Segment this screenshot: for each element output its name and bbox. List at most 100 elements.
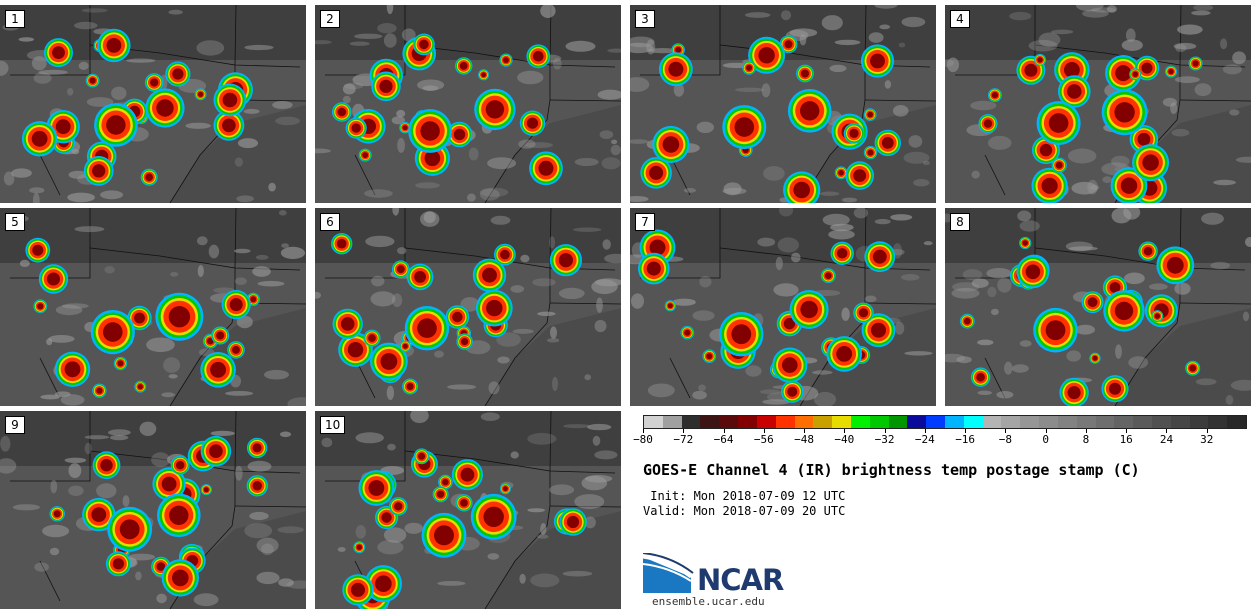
colorbar-segment xyxy=(1001,416,1021,428)
colorbar-tick-label: −72 xyxy=(673,433,694,446)
colorbar-tick-label: −16 xyxy=(955,433,976,446)
colorbar-tick xyxy=(804,429,806,433)
colorbar-segment xyxy=(1095,416,1115,428)
ir-map xyxy=(0,411,306,609)
colorbar-tick xyxy=(1045,429,1047,433)
colorbar-tick-label: 0 xyxy=(1042,433,1049,446)
valid-time: Valid: Mon 2018-07-09 20 UTC xyxy=(643,504,846,518)
colorbar-segment xyxy=(888,416,908,428)
colorbar-tick xyxy=(683,429,685,433)
colorbar-segment xyxy=(832,416,851,428)
boundaries xyxy=(325,5,621,203)
site-url[interactable]: ensemble.ucar.edu xyxy=(652,595,765,608)
ncar-logo-icon xyxy=(643,553,694,593)
colorbar-tick-label: −32 xyxy=(874,433,895,446)
colorbar-segment xyxy=(1133,416,1152,428)
panel-number: 9 xyxy=(5,416,25,434)
colorbar-segment xyxy=(719,416,739,428)
colorbar-segment xyxy=(1076,416,1096,428)
colorbar-tick-label: −40 xyxy=(834,433,855,446)
stamp-panel-2: 2 xyxy=(315,5,621,203)
ir-map xyxy=(315,208,621,406)
colorbar-segment xyxy=(850,416,870,428)
init-time: Init: Mon 2018-07-09 12 UTC xyxy=(643,489,846,503)
stamp-panel-7: 7 xyxy=(630,208,936,406)
ir-map xyxy=(945,208,1251,406)
colorbar-segment xyxy=(869,416,889,428)
ir-map xyxy=(0,208,306,406)
stamp-panel-5: 5 xyxy=(0,208,306,406)
panel-number: 6 xyxy=(320,213,340,231)
colorbar-tick xyxy=(884,429,886,433)
colorbar-segment xyxy=(1189,416,1209,428)
panel-number: 5 xyxy=(5,213,25,231)
colorbar-tick xyxy=(1206,429,1208,433)
colorbar xyxy=(643,415,1247,429)
panel-number: 4 xyxy=(950,10,970,28)
ir-map xyxy=(315,5,621,203)
stamp-panel-10: 10 xyxy=(315,411,621,609)
colorbar-tick-label: 32 xyxy=(1200,433,1214,446)
colorbar-tick xyxy=(844,429,846,433)
colorbar-tick-label: −24 xyxy=(914,433,935,446)
boundaries xyxy=(10,5,306,203)
colorbar-tick-label: 16 xyxy=(1119,433,1133,446)
colorbar-segment xyxy=(1057,416,1077,428)
colorbar-segment xyxy=(700,416,720,428)
colorbar-tick xyxy=(763,429,765,433)
colorbar-segment xyxy=(1020,416,1040,428)
colorbar-tick xyxy=(1085,429,1087,433)
colorbar-ticks: −80 −72 −64 −56 −48 −40 −32 −24 −16 −8 0 8 16 24 32 xyxy=(633,429,1247,449)
colorbar-tick xyxy=(643,429,644,433)
colorbar-tick-label: 24 xyxy=(1159,433,1174,446)
colorbar-tick xyxy=(965,429,967,433)
colorbar-segment xyxy=(1208,416,1228,428)
ir-map xyxy=(630,208,936,406)
colorbar-tick-label: −48 xyxy=(794,433,814,446)
stamp-panel-4: 4 xyxy=(945,5,1251,203)
boundaries xyxy=(10,411,306,609)
colorbar-segment xyxy=(662,416,682,428)
colorbar-segment xyxy=(1151,416,1171,428)
colorbar-tick-label: 8 xyxy=(1082,433,1090,446)
colorbar-segment xyxy=(756,416,776,428)
ir-map xyxy=(315,411,621,609)
ir-map xyxy=(630,5,936,203)
colorbar-segment xyxy=(738,416,757,428)
colorbar-segment xyxy=(1114,416,1134,428)
colorbar-segment xyxy=(1227,416,1246,428)
figure-title: GOES-E Channel 4 (IR) brightness temp po… xyxy=(643,461,1140,479)
stamp-panel-3: 3 xyxy=(630,5,936,203)
ncar-logo-text: NCAR xyxy=(697,563,784,597)
colorbar-tick-label: −8 xyxy=(998,433,1013,446)
colorbar-segment xyxy=(794,416,814,428)
panel-number: 8 xyxy=(950,213,970,231)
panel-number: 3 xyxy=(635,10,655,28)
colorbar-segment xyxy=(945,416,964,428)
colorbar-segment xyxy=(982,416,1002,428)
stamp-panel-9: 9 xyxy=(0,411,306,609)
colorbar-segment xyxy=(963,416,983,428)
stamp-panel-1: 1 xyxy=(0,5,306,203)
stamp-panel-8: 8 xyxy=(945,208,1251,406)
panel-number: 10 xyxy=(320,416,346,434)
colorbar-segment xyxy=(1039,416,1058,428)
colorbar-tick-label: −56 xyxy=(753,433,774,446)
colorbar-tick-label: −64 xyxy=(713,433,734,446)
panel-number: 1 xyxy=(5,10,25,28)
colorbar-segment xyxy=(775,416,795,428)
colorbar-segment xyxy=(681,416,701,428)
boundaries xyxy=(325,411,621,609)
ir-map xyxy=(0,5,306,203)
ir-map xyxy=(945,5,1251,203)
colorbar-tick xyxy=(924,429,926,433)
panel-number: 2 xyxy=(320,10,340,28)
colorbar-segment xyxy=(644,416,663,428)
colorbar-segment xyxy=(907,416,927,428)
colorbar-tick xyxy=(1126,429,1128,433)
colorbar-tick-label: −80 xyxy=(633,433,653,446)
colorbar-tick xyxy=(1166,429,1168,433)
colorbar-tick xyxy=(1005,429,1007,433)
colorbar-segment xyxy=(926,416,945,428)
colorbar-tick xyxy=(723,429,725,433)
